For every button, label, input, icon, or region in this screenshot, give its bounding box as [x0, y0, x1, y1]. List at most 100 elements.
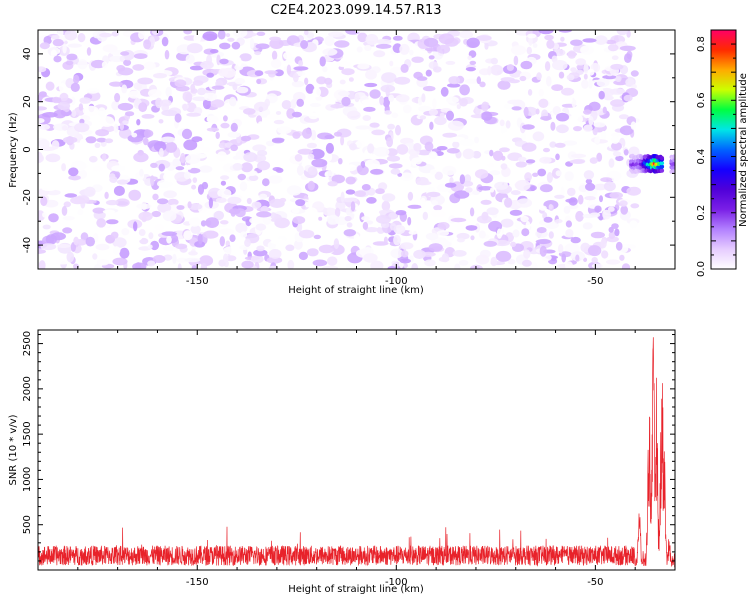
spectrogram-cell	[499, 119, 505, 127]
spectrogram-cell	[458, 259, 469, 266]
spectrogram-cell	[509, 209, 523, 216]
spectrogram-cell	[591, 257, 598, 264]
spectrogram-cell	[513, 55, 519, 66]
spectrogram-cell	[428, 243, 443, 252]
spectrogram-cell	[183, 139, 198, 151]
spectrogram-cell	[219, 58, 229, 65]
spectrogram-cell	[364, 159, 380, 169]
spectrogram-cell	[356, 165, 363, 173]
spectrogram-cell	[486, 163, 495, 168]
spectrogram-cell	[588, 78, 593, 89]
spectrogram-cell	[231, 41, 241, 50]
spectrogram-cell	[337, 61, 351, 68]
spectrogram-cell	[570, 67, 577, 73]
spectrogram-cell	[554, 194, 565, 199]
spectrogram-cell	[46, 189, 61, 196]
spectrogram-cell	[111, 165, 126, 172]
spectrogram-cell	[388, 94, 395, 102]
spectrogram-cell	[271, 50, 278, 61]
spectrogram-cell	[476, 76, 481, 85]
spectrogram-cell	[186, 164, 192, 170]
spectrogram-cell	[151, 210, 161, 218]
spectrogram-cell	[460, 139, 475, 146]
spectrogram-cell	[456, 237, 465, 243]
spectrogram-cell	[132, 64, 145, 71]
spectrogram-cell	[619, 45, 636, 51]
spectrogram-cell	[59, 92, 69, 102]
spectrogram-cell	[237, 57, 242, 67]
spectrogram-cell	[186, 112, 201, 117]
spectrogram-cell	[630, 121, 636, 130]
spectrogram-cell	[345, 164, 357, 172]
spectrogram-cell	[200, 249, 210, 256]
spectrogram-cell	[192, 177, 198, 184]
spectrogram-cell	[225, 84, 230, 92]
spectrogram-cell	[381, 72, 397, 83]
spectrogram-cell	[306, 142, 317, 149]
spectrogram-cell	[64, 193, 78, 198]
spectrogram-cell	[560, 186, 565, 197]
spectrogram-cell	[502, 132, 511, 138]
spectrogram-cell	[583, 170, 595, 180]
spectrogram-cell	[546, 172, 554, 183]
spectrogram-cell	[612, 151, 621, 157]
hotspot-cell	[659, 156, 665, 161]
spectrogram-cell	[507, 99, 523, 105]
spectrogram-cell	[184, 257, 201, 263]
spectrogram-cell	[136, 203, 152, 210]
spectrogram-cell	[319, 56, 326, 67]
spectrogram-cell	[232, 163, 243, 171]
spectrogram-cell	[357, 32, 368, 43]
spectrogram-cell	[435, 151, 444, 157]
spectrogram-cell	[306, 207, 318, 219]
spectrogram-cell	[133, 53, 148, 59]
spectrogram-cell	[229, 234, 236, 242]
y-tick-label: 40	[22, 48, 33, 61]
spectrogram-cell	[175, 243, 188, 250]
spectrogram-cell	[294, 154, 303, 162]
spectrogram-cell	[532, 43, 538, 48]
spectrogram-cell	[614, 228, 620, 237]
spectrogram-cell	[459, 174, 466, 185]
spectrogram-cell	[192, 96, 207, 102]
spectrogram-cell	[444, 182, 457, 188]
spectrogram-cell	[304, 30, 309, 36]
spectrogram-cell	[449, 136, 466, 142]
spectrogram-cell	[543, 147, 550, 153]
spectrogram-cell	[346, 207, 351, 216]
spectrogram-cell	[521, 132, 527, 141]
spectrogram-cell	[389, 222, 397, 231]
spectrogram-cell	[375, 43, 392, 49]
spectrogram-cells	[38, 30, 675, 269]
spectrogram-cell	[163, 171, 178, 182]
spectrogram-cell	[546, 39, 555, 49]
spectrogram-cell	[384, 110, 392, 115]
spectrogram-cell	[400, 63, 409, 73]
spectrogram-cell	[530, 185, 536, 192]
spectrogram-cell	[40, 196, 48, 207]
spectrogram-cell	[64, 30, 78, 41]
spectrogram-cell	[200, 220, 207, 227]
spectrogram-cell	[236, 86, 249, 94]
y-tick-label: -40	[22, 237, 33, 253]
spectrogram-cell	[575, 210, 584, 222]
spectrogram-cell	[611, 55, 619, 60]
spectrogram-cell	[223, 253, 229, 263]
spectrogram-cell	[593, 183, 608, 191]
spectrogram-cell	[573, 93, 583, 101]
spectrogram-cell	[486, 124, 500, 129]
spectrogram-cell	[436, 146, 448, 151]
spectrogram-cell	[594, 205, 602, 213]
spectrogram-cell	[197, 87, 207, 96]
spectrogram-cell	[452, 250, 467, 257]
spectrogram-cell	[324, 170, 335, 177]
spectrogram-cell	[520, 215, 529, 223]
spectrogram-cell	[490, 64, 504, 76]
spectrogram-cell	[496, 228, 503, 239]
spectrogram-cell	[230, 144, 239, 152]
spectrogram-cell	[554, 142, 566, 148]
spectrogram-cell	[467, 55, 472, 61]
spectrogram-cell	[256, 78, 262, 85]
spectrogram-cell	[62, 43, 67, 54]
spectrogram-cell	[42, 112, 58, 118]
